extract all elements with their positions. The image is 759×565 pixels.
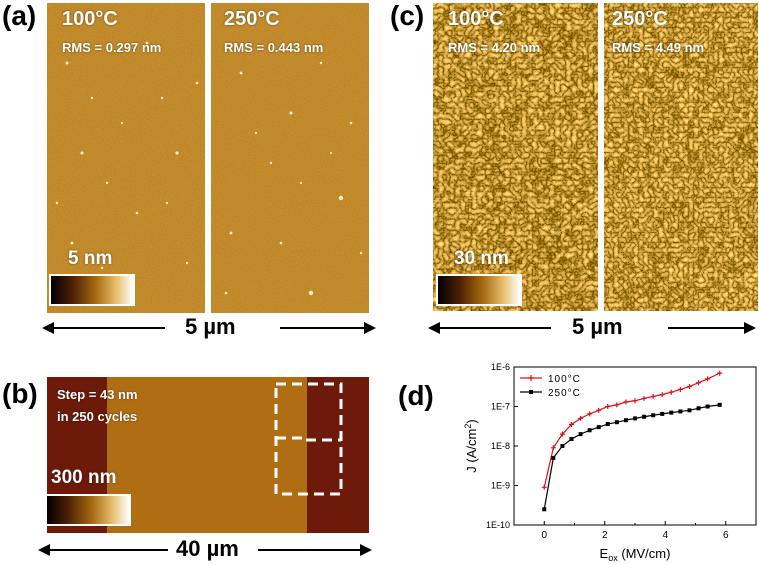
c-scale-label: 30 nm	[454, 248, 509, 269]
data-point-100c	[596, 407, 602, 413]
data-point-100c	[668, 389, 674, 395]
c-left-temp: 100°C	[448, 8, 504, 30]
a-color-scalebar	[49, 274, 135, 306]
b-step-text-2: in 250 cycles	[57, 409, 138, 424]
a-right-temp: 250°C	[224, 8, 280, 30]
afm-image-a-100c	[47, 3, 205, 313]
legend-label-250c: 250°C	[548, 388, 581, 399]
y-axis-label: J (A/cm2)	[463, 419, 479, 472]
panel-label-b: (b)	[2, 378, 38, 409]
a-scale-label: 5 nm	[68, 248, 113, 269]
afm-image-c-250c	[604, 3, 758, 311]
data-point-250c	[687, 408, 692, 413]
data-point-100c	[650, 393, 656, 399]
data-point-100c	[696, 380, 702, 386]
data-point-250c	[651, 413, 656, 418]
c-right-temp: 250°C	[612, 8, 668, 30]
data-point-100c	[559, 431, 565, 437]
afm-image-b-step	[47, 377, 369, 533]
x-tick-label: 0	[541, 530, 547, 541]
b-dimension-label: 40 µm	[176, 536, 239, 561]
y-tick-label: 1E-9	[491, 481, 510, 491]
data-point-100c	[578, 415, 584, 421]
data-point-100c	[705, 376, 711, 382]
x-tick-label: 6	[723, 530, 729, 541]
data-point-100c	[614, 402, 620, 408]
data-point-250c	[660, 411, 665, 416]
legend-label-100c: 100°C	[548, 374, 581, 385]
data-point-250c	[605, 422, 610, 427]
b-scale-label: 300 nm	[51, 467, 117, 488]
c-right-rms: RMS = 4.49 nm	[612, 40, 705, 55]
y-tick-label: 1E-6	[491, 362, 510, 372]
data-point-100c	[541, 484, 547, 490]
b-dimension-line-right	[258, 549, 362, 551]
y-tick-label: 1E-8	[491, 441, 510, 451]
data-point-250c	[678, 409, 683, 414]
data-point-250c	[696, 406, 701, 411]
a-right-rms: RMS = 0.443 nm	[224, 40, 324, 55]
c-arrow-right	[744, 322, 756, 334]
chart-d: 1E-10 1E-9 1E-8 1E-7 1E-6 0 2 4 6 Eox (MV/cm) J (A…	[463, 362, 757, 563]
data-point-100c	[659, 392, 665, 398]
afm-image-a-250c	[211, 3, 369, 313]
legend-marker-100c	[528, 375, 534, 381]
panel-label-d: (d)	[398, 380, 434, 411]
data-point-100c	[605, 404, 611, 409]
data-point-100c	[677, 386, 683, 392]
a-left-rms: RMS = 0.297 nm	[62, 40, 162, 55]
data-point-250c	[642, 414, 647, 419]
data-point-100c	[641, 395, 647, 401]
legend-marker-250c	[529, 390, 533, 394]
a-left-temp: 100°C	[62, 8, 118, 30]
a-dimension-line-right	[280, 327, 366, 329]
data-point-250c	[542, 507, 547, 512]
data-point-100c	[568, 422, 574, 428]
b-step-text-1: Step = 43 nm	[57, 387, 138, 402]
data-point-250c	[587, 428, 592, 433]
data-point-250c	[669, 410, 674, 415]
b-arrow-right	[360, 544, 372, 556]
a-arrow-left	[42, 322, 54, 334]
y-tick-label: 1E-10	[486, 520, 510, 530]
c-dimension-label: 5 µm	[572, 314, 623, 339]
data-point-250c	[705, 404, 710, 409]
data-point-250c	[633, 416, 637, 421]
b-arrow-left	[38, 544, 50, 556]
data-point-250c	[551, 455, 556, 460]
data-point-250c	[560, 444, 565, 448]
a-arrow-right	[364, 322, 376, 334]
data-point-250c	[614, 420, 619, 425]
y-tick-label: 1E-7	[491, 402, 510, 412]
c-dimension-line-right	[668, 327, 746, 329]
b-color-scalebar	[45, 494, 131, 526]
data-point-250c	[578, 432, 583, 437]
x-tick-label: 2	[602, 530, 608, 541]
data-point-250c	[596, 425, 601, 430]
panel-label-a: (a)	[2, 0, 37, 31]
b-dimension-line-left	[48, 549, 168, 551]
data-point-100c	[587, 411, 593, 417]
data-point-100c	[550, 445, 556, 451]
c-dimension-line-left	[438, 327, 551, 329]
series-line-250c	[543, 404, 720, 510]
data-point-250c	[569, 437, 574, 442]
data-point-100c	[717, 370, 723, 376]
data-point-100c	[686, 384, 692, 390]
data-point-250c	[623, 418, 628, 423]
x-axis-label: Eox (MV/cm)	[600, 546, 671, 563]
a-dimension-label: 5 µm	[185, 314, 236, 339]
data-point-100c	[632, 398, 638, 404]
a-dimension-line-left	[52, 327, 165, 329]
x-tick-label: 4	[662, 530, 668, 541]
c-color-scalebar	[436, 274, 522, 306]
afm-image-c-100c	[433, 3, 598, 311]
c-arrow-left	[428, 322, 440, 334]
panel-label-c: (c)	[390, 0, 425, 31]
data-point-100c	[623, 399, 629, 405]
c-left-rms: RMS = 4.20 nm	[448, 40, 541, 55]
data-point-250c	[717, 402, 722, 407]
